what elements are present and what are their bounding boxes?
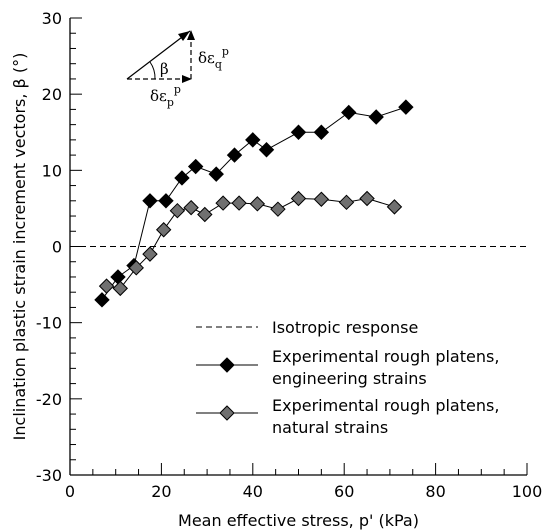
inset-vertical-label-main: δε (198, 49, 215, 67)
x-tick-label: 40 (243, 482, 263, 501)
data-point (386, 199, 403, 215)
series-layer (94, 99, 414, 308)
y-tick-label: -20 (36, 390, 62, 409)
data-point (142, 246, 158, 262)
data-point (158, 193, 174, 209)
inset-vector-arrow (126, 30, 191, 80)
data-point (359, 190, 375, 207)
data-point (270, 201, 286, 217)
legend: Isotropic response Experimental rough pl… (196, 318, 499, 437)
data-point (368, 109, 384, 125)
y-tick-label: 20 (42, 85, 62, 104)
data-point (249, 196, 266, 212)
data-point (245, 132, 261, 148)
data-point (313, 191, 330, 207)
y-tick-label: -10 (36, 314, 62, 333)
inset-vertical-label-sup: p (222, 45, 229, 58)
y-tick-label: 30 (42, 9, 62, 28)
data-point (313, 124, 330, 140)
data-point (208, 166, 224, 182)
series-engineering (94, 99, 414, 308)
series-line (101, 106, 407, 301)
data-point (215, 195, 231, 211)
x-tick-label: 80 (425, 482, 445, 501)
data-point (169, 202, 186, 219)
x-tick-label: 20 (151, 482, 171, 501)
inset-horizontal-label-main: δε (150, 87, 167, 105)
inset-vertical-arrowhead (187, 30, 195, 40)
strain-vector-inset: β δεqp δεpp (126, 30, 229, 109)
legend-engineering-marker (219, 357, 235, 373)
data-point (112, 280, 128, 297)
inset-horizontal-arrowhead (182, 75, 192, 83)
series-natural (98, 190, 403, 297)
data-point (174, 170, 190, 186)
inset-angle-arc (149, 61, 156, 80)
data-point (398, 99, 414, 115)
data-point (226, 147, 243, 163)
axis-ticks: 0 20 40 60 80 100 -30 -20 -10 0 10 20 30 (36, 9, 542, 501)
inset-vertical-label-sub: q (215, 58, 222, 71)
data-point (142, 193, 158, 209)
data-point (338, 194, 355, 211)
legend-natural-marker (219, 405, 235, 421)
x-tick-label: 100 (512, 482, 542, 501)
data-point (94, 292, 110, 308)
x-tick-label: 60 (334, 482, 354, 501)
inset-angle-label: β (160, 60, 169, 78)
inset-horizontal-label-sub: p (167, 96, 174, 109)
data-point (258, 142, 275, 158)
inset-vertical-label: δεqp (198, 45, 229, 71)
y-tick-label: 0 (52, 238, 62, 257)
data-point (187, 158, 204, 175)
data-point (155, 222, 172, 238)
legend-isotropic-label: Isotropic response (272, 318, 418, 337)
inset-horizontal-label: δεpp (150, 83, 181, 109)
y-tick-label: 10 (42, 161, 62, 180)
x-tick-label: 0 (65, 482, 75, 501)
data-point (128, 260, 144, 276)
inset-vector-arrowhead (178, 31, 190, 41)
inset-horizontal-label-sup: p (174, 83, 181, 96)
legend-engineering-label-line2: engineering strains (272, 369, 427, 388)
data-point (197, 206, 213, 223)
legend-natural-label-line1: Experimental rough platens, (272, 396, 499, 415)
legend-natural-label-line2: natural strains (272, 418, 388, 437)
series-line (106, 197, 395, 289)
data-point (110, 269, 126, 285)
legend-engineering-label-line1: Experimental rough platens, (272, 347, 499, 366)
data-point (290, 124, 307, 140)
data-point (183, 199, 199, 216)
data-point (98, 278, 115, 294)
x-axis-title: Mean effective stress, p' (kPa) (178, 511, 419, 530)
y-tick-label: -30 (36, 466, 62, 485)
data-point (341, 104, 357, 121)
data-point (290, 190, 307, 207)
y-axis-title: Inclination plastic strain increment vec… (10, 53, 29, 441)
data-point (231, 195, 247, 211)
